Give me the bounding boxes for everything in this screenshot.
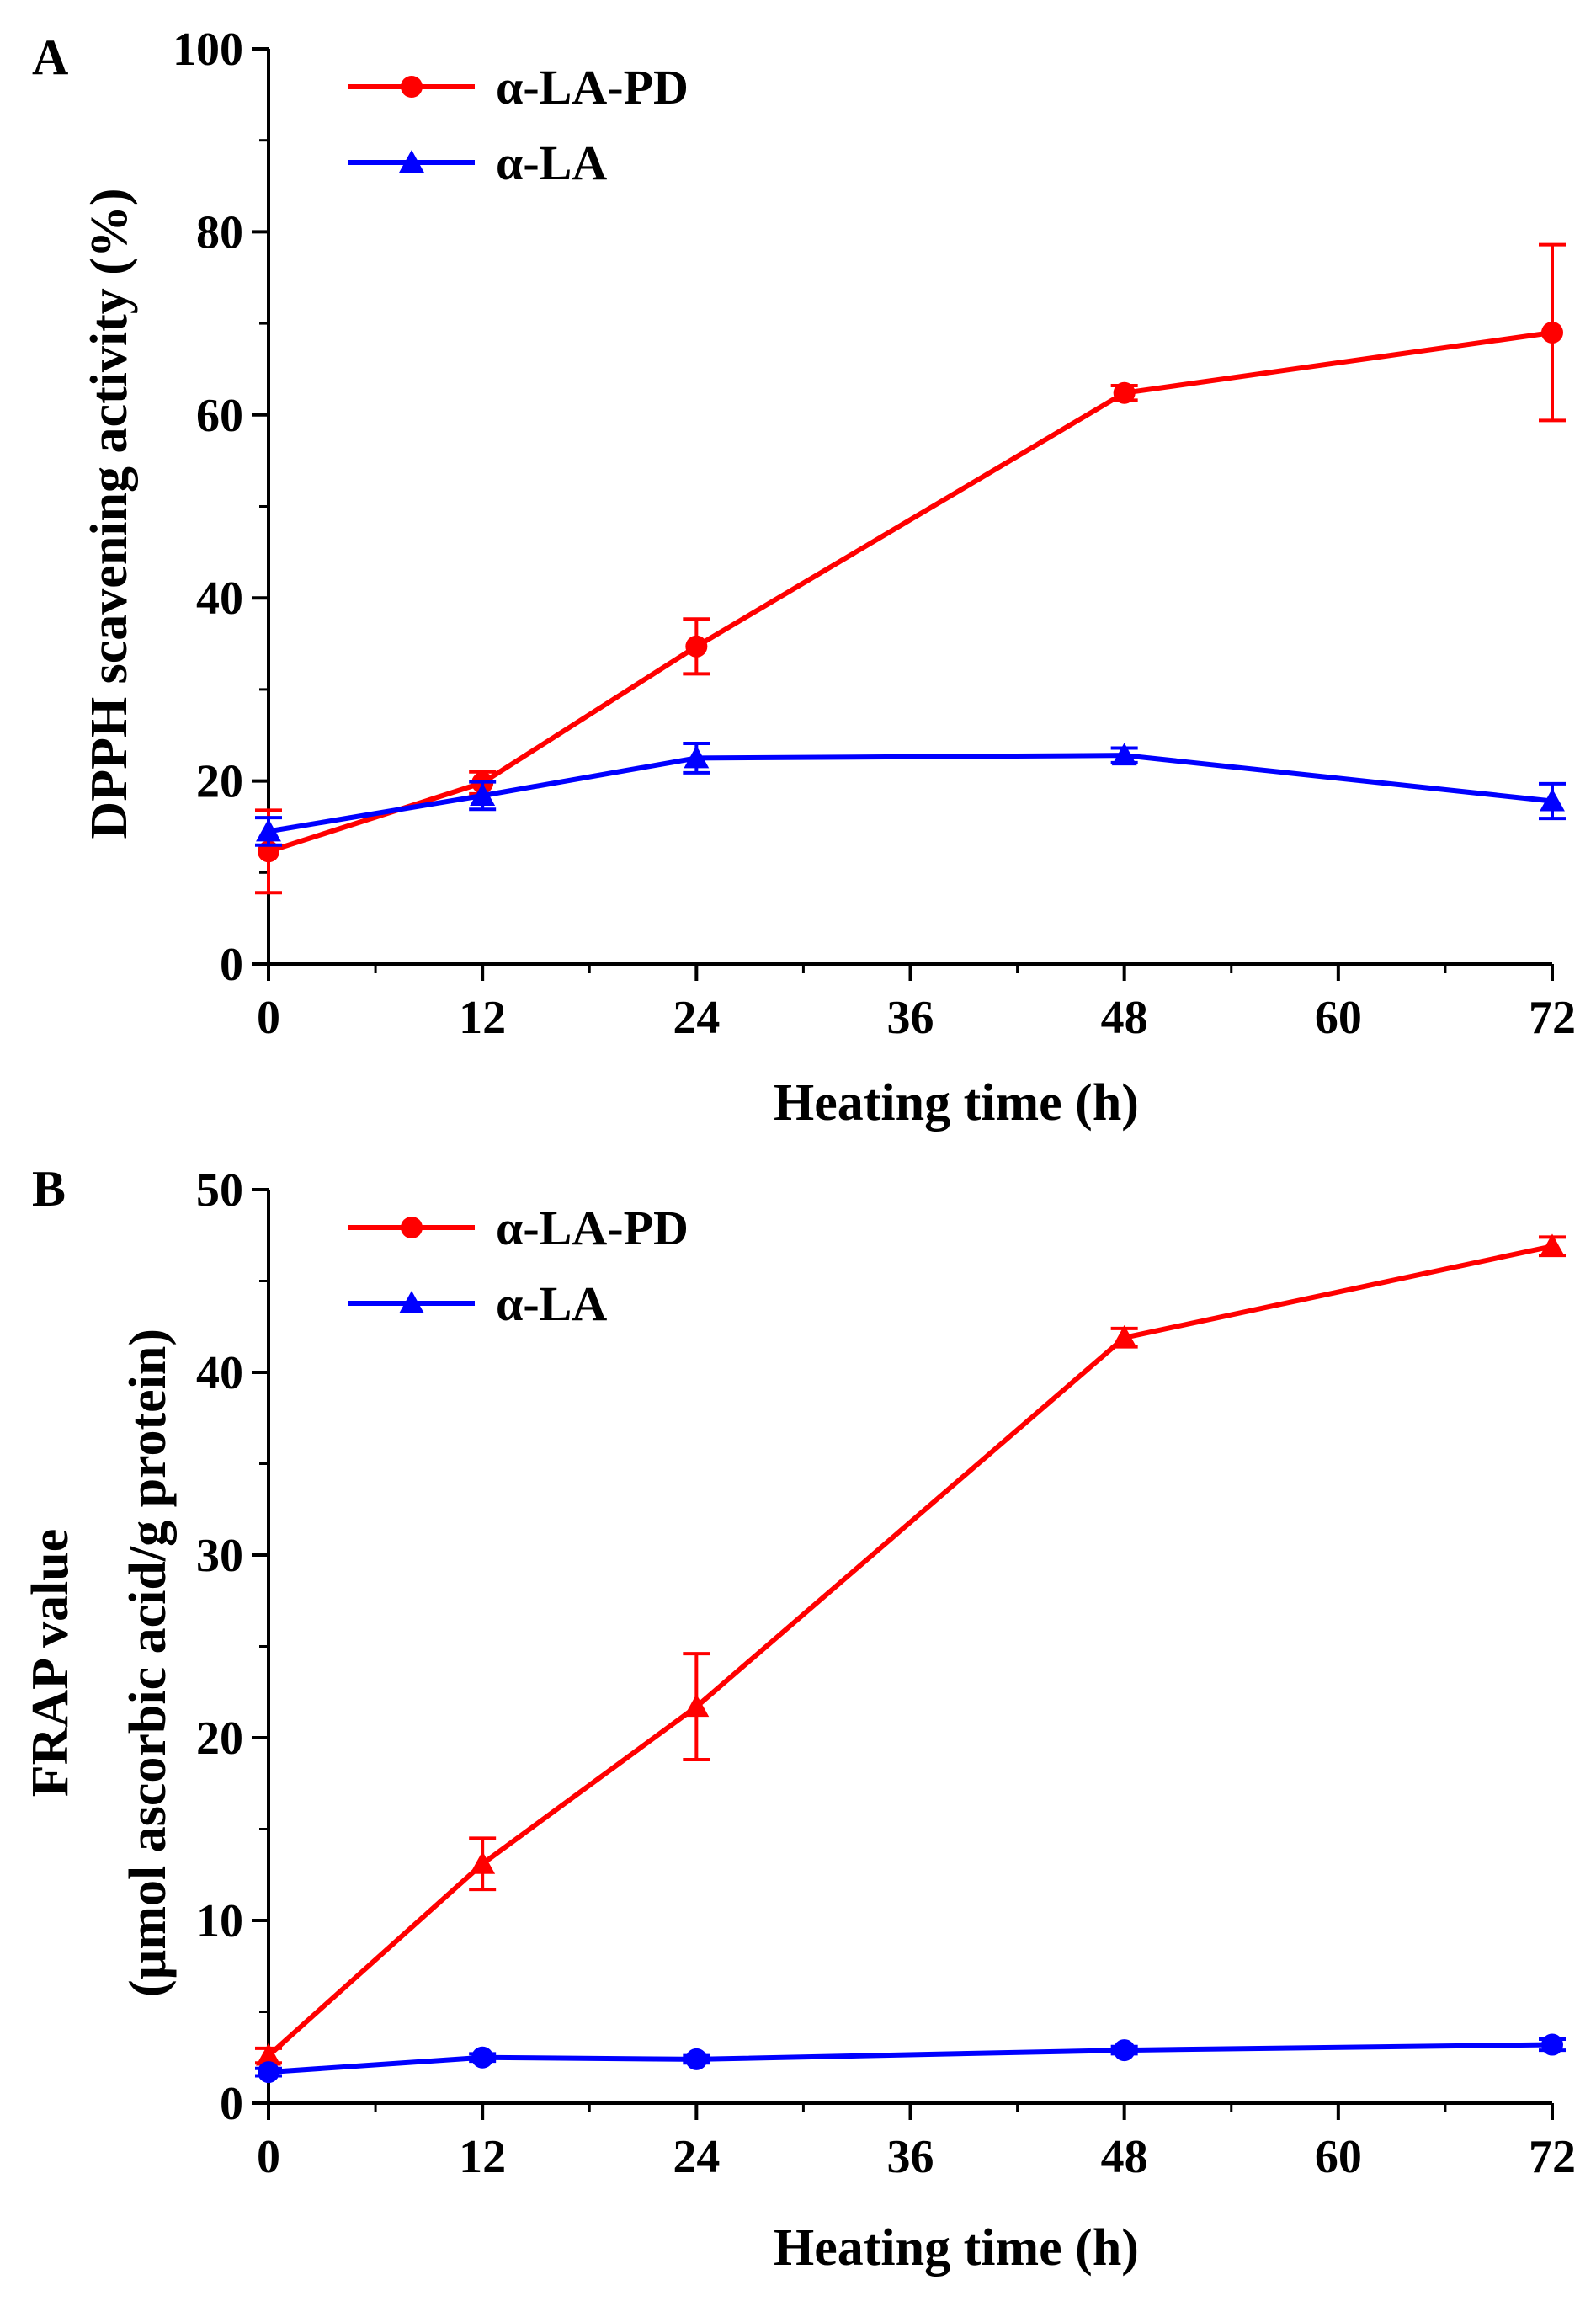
panel-a-series-la-point <box>1111 743 1137 766</box>
panel-a-legend-la-label: α-LA <box>496 136 607 190</box>
panel-b-x-tick-label: 48 <box>1101 2131 1148 2183</box>
panel-b-legend-la-pd-marker <box>401 1217 423 1238</box>
panel-a-series-la-pd-point <box>1541 321 1563 344</box>
panel-b-y-tick-label: 20 <box>196 1712 243 1765</box>
panel-a-y-axis-title: DPPH scavening activity (%) <box>81 188 138 839</box>
panel-a-x-tick-label: 60 <box>1315 992 1362 1044</box>
panel-b-series-la-point <box>471 2046 494 2069</box>
panel-a-x-tick-label: 36 <box>887 992 934 1044</box>
panel-b-series-la-pd-line <box>266 1244 1553 2058</box>
panel-a-series-la-line <box>268 753 1553 834</box>
panel-a-plot-area: 0 12 24 36 48 60 72 0 20 40 60 80 100 α-LA-PD α-LA <box>173 24 1576 1044</box>
panel-b-y-axis-title-line2: (µmol ascorbic acid/g protein) <box>120 1329 177 1997</box>
panel-b-y-tick-label: 0 <box>220 2078 243 2130</box>
panel-b-x-tick-label: 0 <box>257 2131 280 2183</box>
panel-a-series-la-point <box>1540 788 1565 812</box>
panel-a-x-tick-label: 72 <box>1529 992 1576 1044</box>
panel-b-series-la-pd-point <box>684 1694 710 1718</box>
panel-a-series-la-point <box>256 818 281 842</box>
panel-a-series-la-pd-point <box>685 635 708 658</box>
panel-b-legend-la-pd-label: α-LA-PD <box>496 1201 689 1255</box>
panel-a-x-tick-label: 0 <box>257 992 280 1044</box>
panel-a-legend-la-pd-label: α-LA-PD <box>496 60 689 115</box>
panel-a-x-tick-label: 24 <box>673 992 720 1044</box>
panel-a-x-tick-label: 48 <box>1101 992 1148 1044</box>
panel-b-legend-la-label: α-LA <box>496 1276 607 1331</box>
panel-b-x-tick-label: 60 <box>1315 2131 1362 2183</box>
panel-a-y-tick-label: 20 <box>196 756 243 808</box>
panel-b-series-la-point <box>1113 2039 1136 2062</box>
panel-a-series-la-point <box>684 745 710 769</box>
panel-b-legend-la-marker <box>399 1291 424 1313</box>
panel-b-x-tick-label: 36 <box>887 2131 934 2183</box>
panel-b-y-tick-label: 10 <box>196 1895 243 1947</box>
panel-a-legend-la-marker <box>399 150 424 173</box>
panel-b-plot-area: 0 12 24 36 48 60 72 0 10 20 30 40 50 α-LA-PD α-LA <box>196 1164 1576 2183</box>
panel-b-y-tick-label: 30 <box>196 1530 243 1582</box>
panel-b-series-la-pd-point <box>1540 1233 1565 1257</box>
panel-b-y-tick-label: 50 <box>196 1164 243 1217</box>
panel-a-series-la-point <box>470 783 496 806</box>
panel-a-x-axis-title: Heating time (h) <box>774 1074 1139 1132</box>
panel-a-label: A <box>32 29 68 85</box>
panel-a-y-tick-label: 60 <box>196 390 243 442</box>
panel-b-series-la-pd-point <box>1111 1324 1137 1348</box>
panel-a-series-la-pd-point <box>1113 381 1136 404</box>
panel-b-series-la-point <box>685 2048 708 2070</box>
panel-a-series-la-pd-line <box>268 329 1553 855</box>
panel-b-x-tick-label: 12 <box>459 2131 506 2183</box>
panel-b-x-tick-label: 24 <box>673 2131 720 2183</box>
panel-a-x-tick-label: 12 <box>459 992 506 1044</box>
panel-a-y-tick-label: 40 <box>196 573 243 625</box>
panel-b-label: B <box>32 1161 66 1217</box>
panel-b: B 0 12 24 36 48 60 72 0 10 20 30 40 50 α-LA-PD α-LA He… <box>22 1161 1576 2277</box>
panel-b-x-tick-label: 72 <box>1529 2131 1576 2183</box>
panel-b-x-axis-title: Heating time (h) <box>774 2219 1139 2277</box>
panel-b-series-la-point <box>258 2061 279 2084</box>
panel-b-series-la-pd-point <box>256 2043 281 2066</box>
panel-b-y-axis-title: FRAP value <box>22 1529 79 1798</box>
panel-a-legend-la-pd-marker <box>401 76 423 98</box>
panel-a-y-tick-label: 100 <box>173 24 243 76</box>
panel-b-series-la-point <box>1541 2033 1563 2056</box>
panel-a-y-tick-label: 80 <box>196 206 243 258</box>
panel-b-y-tick-label: 40 <box>196 1347 243 1399</box>
panel-a-y-tick-label: 0 <box>220 939 243 991</box>
panel-a: A 0 12 24 36 48 60 72 0 20 40 60 80 100 α-LA-PD α-LA H… <box>32 24 1576 1132</box>
panel-b-series-la-pd-point <box>470 1851 496 1874</box>
panel-b-series-la-line <box>268 2042 1553 2075</box>
